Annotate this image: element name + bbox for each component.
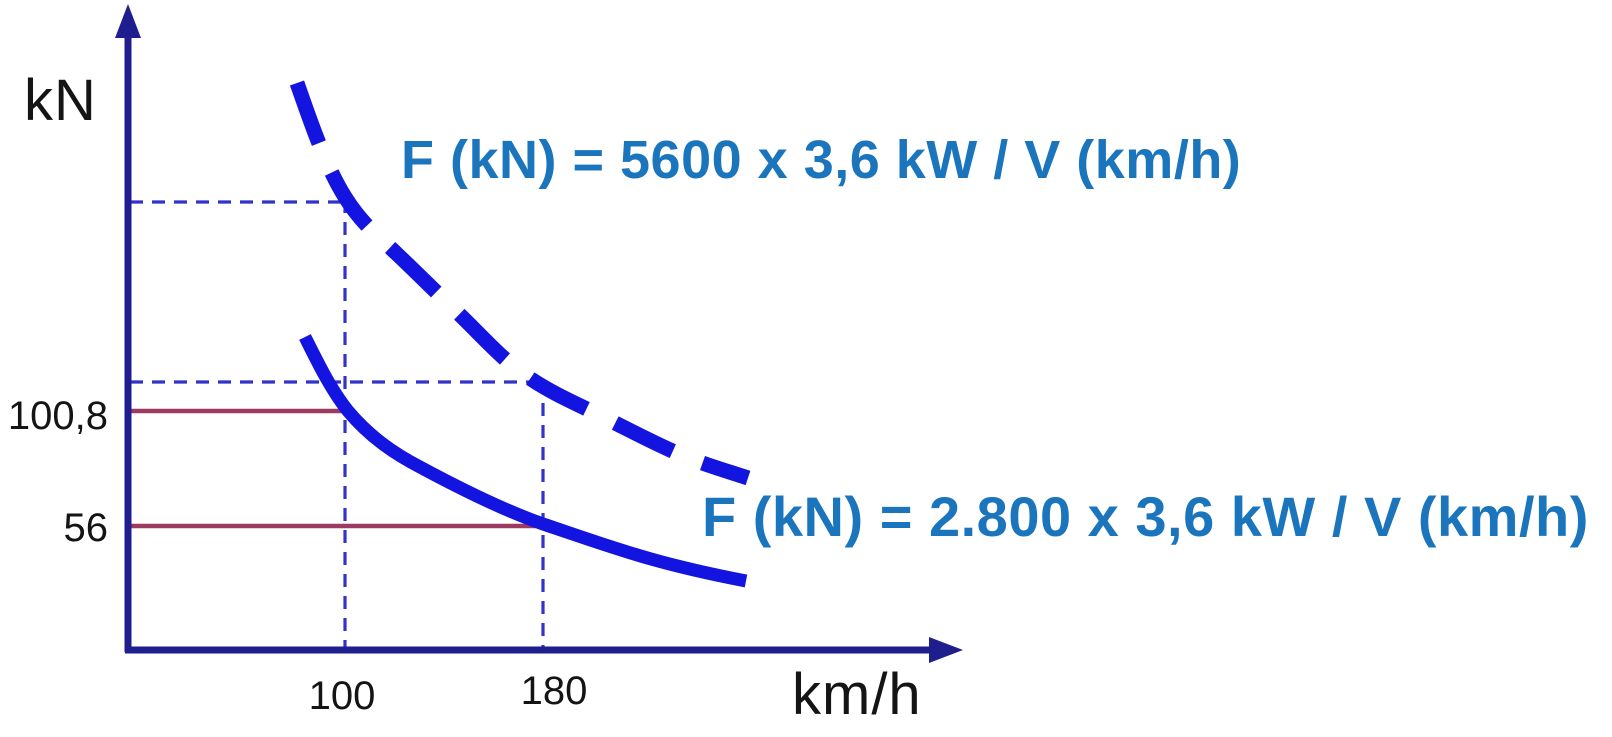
- curve-2800kw-solid: [299, 334, 748, 588]
- guide-lines-dashed: [130, 200, 545, 649]
- x-axis-unit-label: km/h: [792, 662, 922, 727]
- curve-5600kw-dashed: [289, 80, 751, 486]
- y-axis-arrow-icon: [115, 4, 141, 38]
- x-tick-180: 180: [520, 669, 588, 713]
- marker-lines: [128, 408, 543, 529]
- y-tick-56: 56: [63, 506, 109, 550]
- formula-solid-curve: F (kN) = 2.800 x 3,6 kW / V (km/h): [702, 485, 1589, 548]
- y-tick-100-8: 100,8: [7, 394, 108, 438]
- y-axis-unit-label: kN: [24, 68, 97, 133]
- x-axis-arrow-icon: [929, 637, 963, 663]
- formula-dashed-curve: F (kN) = 5600 x 3,6 kW / V (km/h): [401, 130, 1242, 190]
- axes: [115, 4, 963, 663]
- x-tick-100: 100: [308, 674, 376, 718]
